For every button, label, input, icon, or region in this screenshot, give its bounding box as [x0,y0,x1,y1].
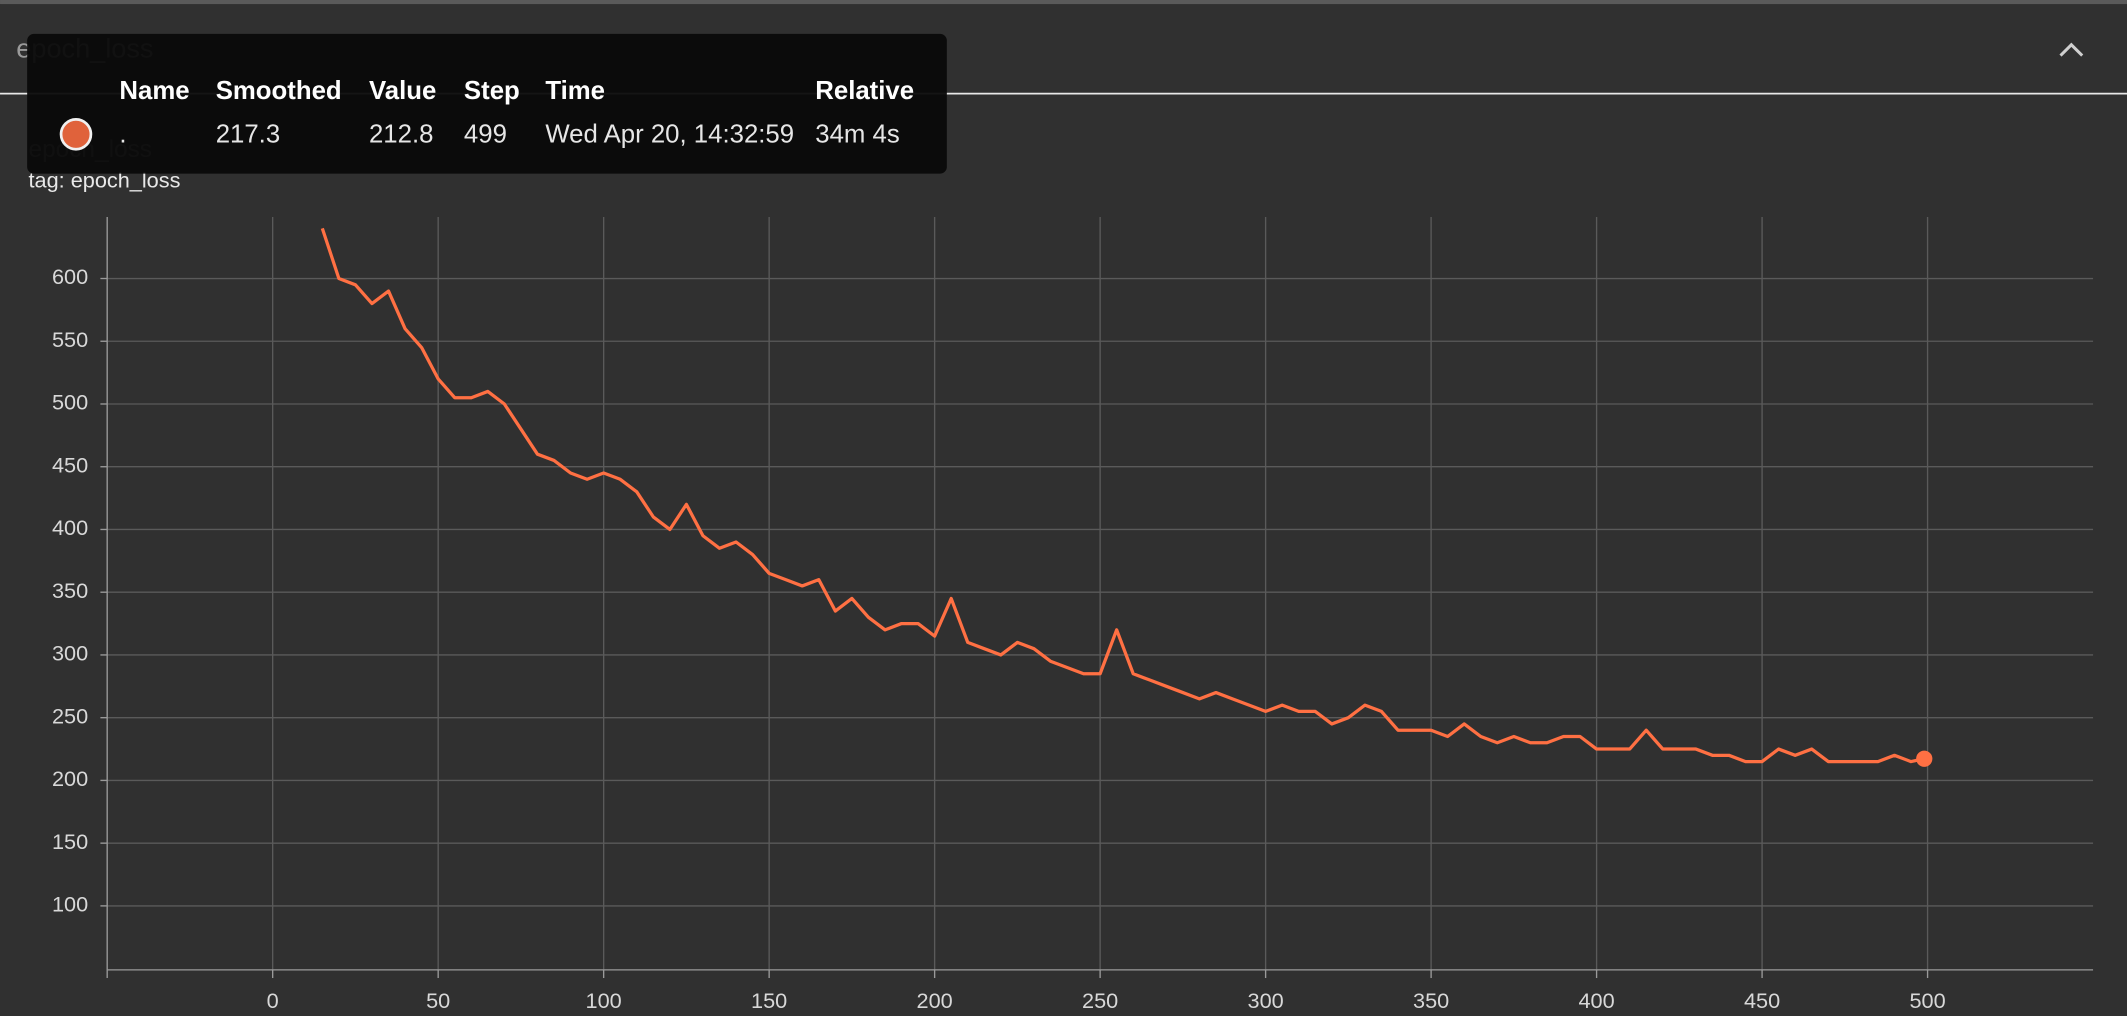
y-tick-label: 300 [52,641,88,666]
x-tick-label: 250 [1082,988,1118,1013]
y-tick-label: 150 [52,829,88,854]
x-tick-label: 0 [267,988,279,1013]
x-tick-label: 350 [1413,988,1449,1013]
x-tick-label: 150 [751,988,787,1013]
x-tick-label: 500 [1909,988,1945,1013]
top-bar [0,0,2127,5]
current-point [1916,750,1933,767]
tooltip: Name Smoothed Value Step Time Relative .… [27,33,947,174]
series-line [320,227,1925,764]
y-tick-label: 400 [52,515,88,540]
step: 499 [464,120,507,148]
column-header: Smoothed [216,77,342,105]
y-tick-label: 100 [52,892,88,917]
column-header: Step [464,77,520,105]
smoothed-value: 217.3 [216,120,280,148]
column-header: Name [119,77,189,105]
column-header: Time [545,77,605,105]
y-tick-label: 200 [52,766,88,791]
tooltip-box [27,33,947,174]
series-swatch [59,118,93,151]
y-tick-label: 450 [52,452,88,477]
x-tick-label: 200 [917,988,953,1013]
x-tick-label: 450 [1744,988,1780,1013]
y-tick-label: 250 [52,703,88,728]
plot: 100 150 200 250 300 350 400 450 500 550 600 0 50 100 1… [52,217,2094,1013]
y-tick-label: 350 [52,578,88,603]
y-tick-label: 600 [52,264,88,289]
column-header: Relative [815,77,914,105]
x-tick-label: 300 [1248,988,1284,1013]
x-tick-label: 400 [1579,988,1615,1013]
raw-value: 212.8 [369,120,433,148]
column-header: Value [369,77,436,105]
x-tick-label: 100 [586,988,622,1013]
y-tick-label: 500 [52,390,88,415]
x-tick-label: 50 [426,988,450,1013]
collapse-button[interactable] [2059,42,2084,57]
time: Wed Apr 20, 14:32:59 [545,120,794,148]
relative-time: 34m 4s [815,120,900,148]
y-tick-label: 550 [52,327,88,352]
run-name: . [119,120,126,148]
